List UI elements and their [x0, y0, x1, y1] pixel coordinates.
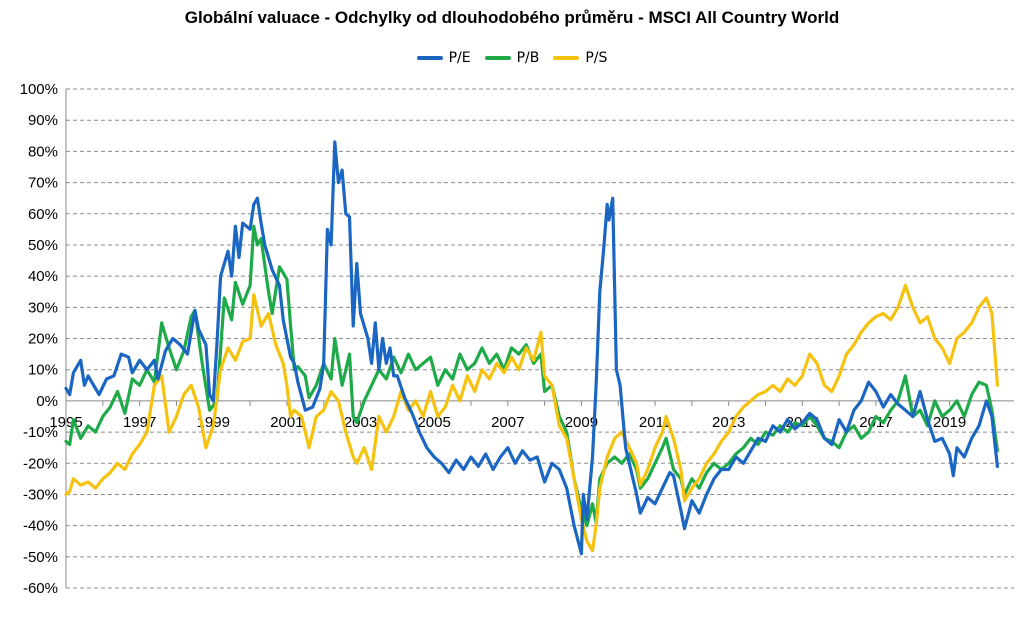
legend-swatch-pb — [484, 56, 511, 60]
x-tick-label: 2007 — [491, 414, 524, 431]
chart-title: Globální valuace - Odchylky od dlouhodob… — [184, 8, 840, 27]
x-tick-label: 2019 — [933, 414, 966, 431]
y-tick-label: 20% — [28, 331, 58, 348]
legend-label-pb: P/B — [516, 50, 540, 66]
y-tick-label: 70% — [28, 175, 58, 192]
y-tick-label: 50% — [28, 237, 58, 254]
y-tick-label: 100% — [20, 81, 58, 98]
x-tick-label: 1995 — [49, 414, 82, 431]
y-tick-label: 40% — [28, 268, 58, 285]
y-tick-label: -20% — [23, 455, 58, 472]
y-tick-label: 30% — [28, 299, 58, 316]
legend-item-pe: P/E — [416, 50, 471, 66]
y-tick-label: 0% — [36, 393, 58, 410]
y-tick-label: 80% — [28, 143, 58, 160]
x-tick-label: 2013 — [712, 414, 745, 431]
legend-swatch-ps — [553, 56, 580, 60]
x-tick-label: 2005 — [417, 414, 450, 431]
x-tick-label: 2003 — [344, 414, 377, 431]
y-tick-label: -50% — [23, 549, 58, 566]
legend-item-ps: P/S — [553, 50, 607, 66]
y-tick-label: 60% — [28, 206, 58, 223]
legend: P/E P/B P/S — [0, 50, 1024, 66]
legend-swatch-pe — [416, 56, 443, 60]
x-tick-label: 2001 — [270, 414, 303, 431]
legend-label-pe: P/E — [448, 50, 471, 66]
y-tick-label: 90% — [28, 112, 58, 129]
legend-label-ps: P/S — [585, 50, 608, 66]
y-tick-label: -10% — [23, 424, 58, 441]
series-line-ps — [64, 283, 999, 553]
y-tick-label: 10% — [28, 362, 58, 379]
x-tick-label: 1997 — [123, 414, 156, 431]
y-tick-label: -30% — [23, 486, 58, 503]
legend-item-pb: P/B — [484, 50, 540, 66]
y-tick-label: -40% — [23, 518, 58, 535]
series-line-pb — [64, 224, 999, 528]
x-tick-label: 2009 — [565, 414, 598, 431]
y-tick-label: -60% — [23, 580, 58, 597]
series-line-pe — [64, 140, 999, 556]
